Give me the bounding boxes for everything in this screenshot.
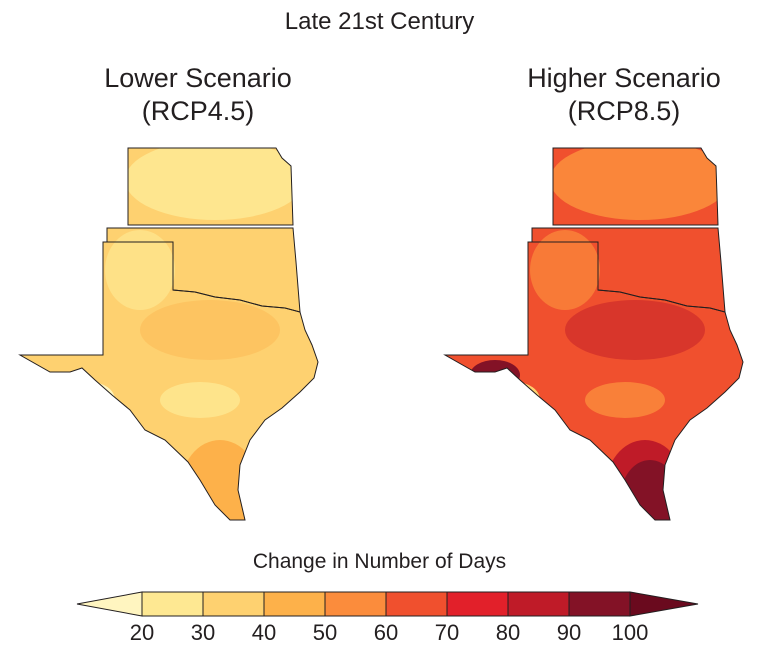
colorbar-tick-label: 50	[312, 620, 338, 645]
colorbar-bin	[141, 591, 204, 617]
colorbar-tick-label: 80	[495, 620, 521, 645]
colorbar-tick-label: 20	[129, 620, 155, 645]
map-region	[585, 382, 665, 418]
colorbar-bin	[202, 591, 265, 617]
panel-title-lower: Lower Scenario (RCP4.5)	[48, 62, 348, 128]
colorbar-tick-label: 90	[556, 620, 582, 645]
panel-title-line1: Lower Scenario	[104, 63, 292, 93]
state-border-texas	[443, 241, 744, 521]
map-region	[160, 382, 240, 418]
colorbar-bin	[385, 591, 448, 617]
colorbar-title: Change in Number of Days	[252, 550, 507, 573]
colorbar-tick-label: 70	[434, 620, 460, 645]
colorbar-bin	[324, 591, 387, 617]
panel-title-higher: Higher Scenario (RCP8.5)	[474, 62, 759, 128]
panel-title-line1: Higher Scenario	[527, 63, 721, 93]
colorbar-bin	[263, 591, 326, 617]
map-region	[140, 300, 280, 360]
map-region	[550, 148, 730, 220]
colorbar-tick-label: 60	[373, 620, 399, 645]
colorbar-tick-label: 30	[190, 620, 216, 645]
colorbar-over-arrow	[629, 591, 699, 617]
figure-title: Late 21st Century	[284, 8, 475, 35]
colorbar-bin	[568, 591, 631, 617]
colorbar-tick-label: 40	[251, 620, 277, 645]
colorbar-bin	[507, 591, 570, 617]
map-region	[530, 230, 600, 310]
colorbar-tick-label: 100	[611, 620, 649, 645]
map-region	[105, 230, 175, 310]
colorbar-bin	[446, 591, 509, 617]
panel-title-line2: (RCP8.5)	[567, 96, 681, 126]
colorbar-under-arrow	[76, 591, 143, 617]
state-border-kansas	[552, 147, 719, 226]
map-region	[125, 148, 305, 220]
state-border-texas	[18, 241, 319, 521]
panel-title-line2: (RCP4.5)	[141, 96, 255, 126]
map-region	[565, 300, 705, 360]
state-border-kansas	[127, 147, 294, 226]
